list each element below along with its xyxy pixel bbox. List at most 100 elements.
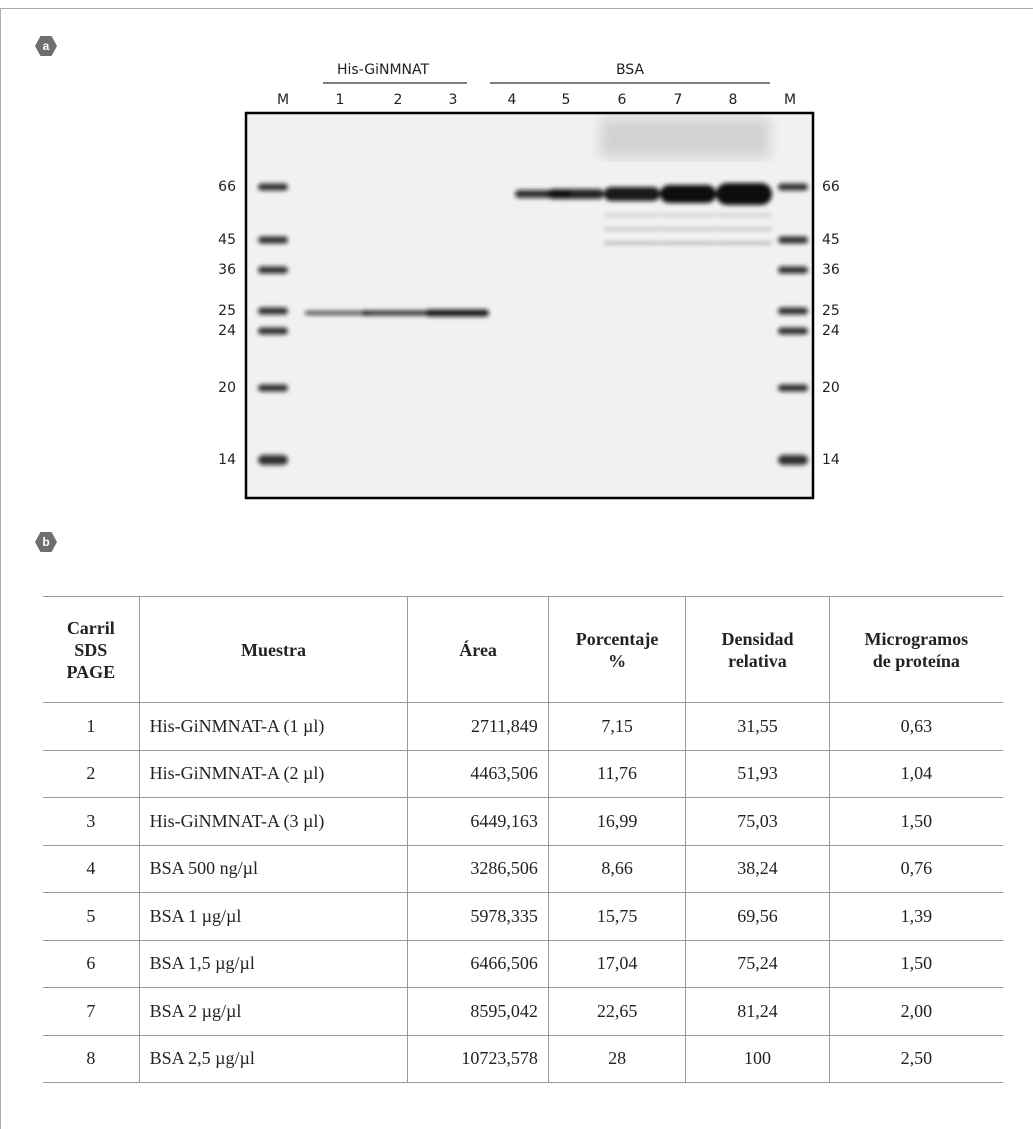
band xyxy=(778,328,808,335)
lane-label: 8 xyxy=(729,92,738,108)
table-cell: 100 xyxy=(686,1035,829,1083)
header-cell: Microgramos de proteína xyxy=(829,597,1003,703)
gel xyxy=(246,113,813,498)
table-cell: 11,76 xyxy=(548,750,686,798)
marker-label: 20 xyxy=(218,380,236,396)
marker-label: 14 xyxy=(822,452,840,468)
table-cell: BSA 2 µg/µl xyxy=(139,988,408,1036)
table-cell: 75,03 xyxy=(686,798,829,846)
lane-label: M xyxy=(277,92,289,108)
band xyxy=(778,308,808,315)
table-cell: 17,04 xyxy=(548,940,686,988)
table-cell: 8 xyxy=(43,1035,139,1083)
table-cell: 7,15 xyxy=(548,703,686,751)
band xyxy=(258,328,288,335)
table-cell: 1,50 xyxy=(829,798,1003,846)
band xyxy=(778,237,808,244)
table-cell: 28 xyxy=(548,1035,686,1083)
table-cell: BSA 1 µg/µl xyxy=(139,893,408,941)
band xyxy=(660,242,716,245)
table-cell: BSA 2,5 µg/µl xyxy=(139,1035,408,1083)
marker-label: 25 xyxy=(218,303,236,319)
table-cell: His-GiNMNAT-A (3 µl) xyxy=(139,798,408,846)
table-cell: 2711,849 xyxy=(408,703,548,751)
marker-label: 36 xyxy=(822,262,840,278)
band xyxy=(258,267,288,274)
table-cell: 51,93 xyxy=(686,750,829,798)
band xyxy=(660,185,716,203)
table-cell: 6449,163 xyxy=(408,798,548,846)
header-cell: Área xyxy=(408,597,548,703)
band xyxy=(258,308,288,315)
marker-label: 20 xyxy=(822,380,840,396)
lane-label: 5 xyxy=(562,92,571,108)
band xyxy=(604,214,660,217)
table-cell: 2,50 xyxy=(829,1035,1003,1083)
band xyxy=(305,311,369,315)
lane-label: 3 xyxy=(449,92,458,108)
page: a b M12345678MHis-GiNMNATBSA664536252420… xyxy=(0,0,1033,1112)
band xyxy=(258,184,288,191)
table-cell: His-GiNMNAT-A (1 µl) xyxy=(139,703,408,751)
lane-label: M xyxy=(784,92,796,108)
smear xyxy=(600,118,770,158)
table-cell: 1 xyxy=(43,703,139,751)
band xyxy=(425,310,489,317)
band xyxy=(778,267,808,274)
band xyxy=(258,455,288,465)
group-label: BSA xyxy=(616,62,645,78)
header-cell: Densidad relativa xyxy=(686,597,829,703)
table-cell: 4 xyxy=(43,845,139,893)
header-cell: Muestra xyxy=(139,597,408,703)
table-cell: 2,00 xyxy=(829,988,1003,1036)
marker-label: 45 xyxy=(218,232,236,248)
table-cell: 3286,506 xyxy=(408,845,548,893)
band xyxy=(258,237,288,244)
band xyxy=(778,385,808,392)
table-cell: BSA 500 ng/µl xyxy=(139,845,408,893)
table-cell: 69,56 xyxy=(686,893,829,941)
band xyxy=(604,228,660,231)
table-cell: 3 xyxy=(43,798,139,846)
table-cell: BSA 1,5 µg/µl xyxy=(139,940,408,988)
table-cell: 2 xyxy=(43,750,139,798)
group-label: His-GiNMNAT xyxy=(337,62,430,78)
table-cell: 22,65 xyxy=(548,988,686,1036)
band xyxy=(778,455,808,465)
marker-label: 25 xyxy=(822,303,840,319)
marker-label: 36 xyxy=(218,262,236,278)
table-cell: 15,75 xyxy=(548,893,686,941)
table-cell: 1,39 xyxy=(829,893,1003,941)
marker-label: 45 xyxy=(822,232,840,248)
band xyxy=(716,183,772,205)
table-cell: 7 xyxy=(43,988,139,1036)
table-cell: 10723,578 xyxy=(408,1035,548,1083)
band xyxy=(362,311,426,316)
table-cell: 4463,506 xyxy=(408,750,548,798)
lane-label: 4 xyxy=(508,92,517,108)
band xyxy=(716,214,772,217)
band xyxy=(778,184,808,191)
header-cell: Carril SDS PAGE xyxy=(43,597,139,703)
table-cell: His-GiNMNAT-A (2 µl) xyxy=(139,750,408,798)
marker-label: 24 xyxy=(822,323,840,339)
table-cell: 5978,335 xyxy=(408,893,548,941)
band xyxy=(660,228,716,231)
lane-label: 6 xyxy=(618,92,627,108)
table-cell: 0,76 xyxy=(829,845,1003,893)
table-cell: 8,66 xyxy=(548,845,686,893)
header-cell: Porcentaje % xyxy=(548,597,686,703)
band xyxy=(716,242,772,245)
table-cell: 6466,506 xyxy=(408,940,548,988)
lane-label: 2 xyxy=(394,92,403,108)
table-cell: 16,99 xyxy=(548,798,686,846)
band xyxy=(660,214,716,217)
marker-label: 24 xyxy=(218,323,236,339)
table-cell: 8595,042 xyxy=(408,988,548,1036)
table-cell: 0,63 xyxy=(829,703,1003,751)
marker-label: 66 xyxy=(822,179,840,195)
